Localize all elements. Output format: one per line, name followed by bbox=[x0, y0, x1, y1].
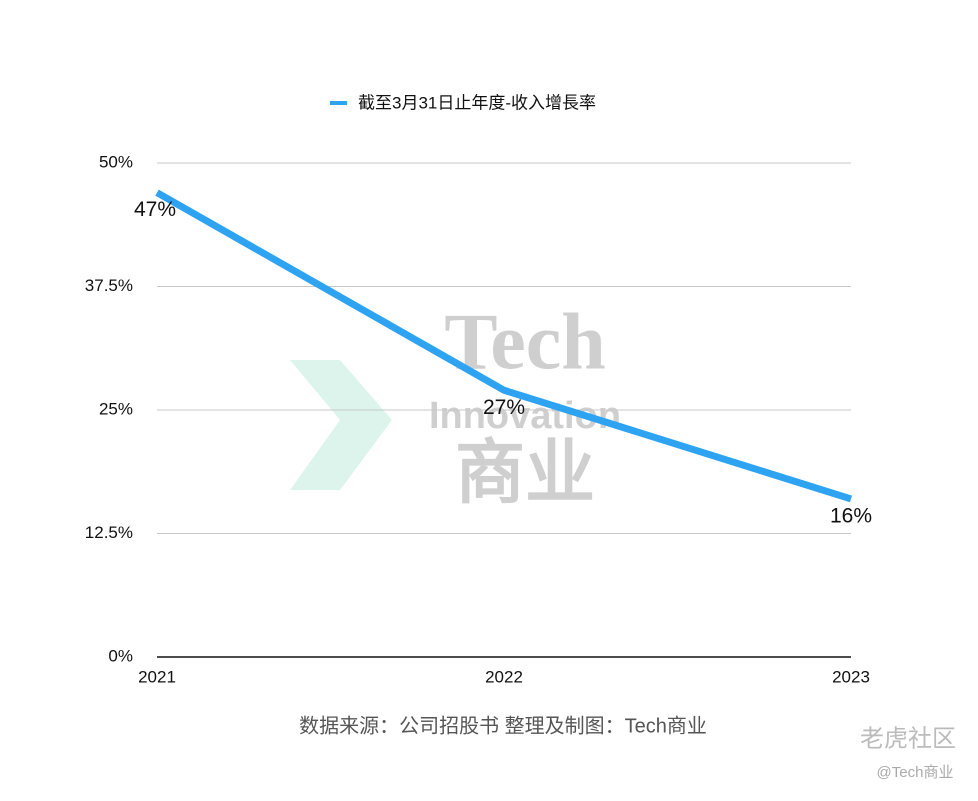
site-watermark: 老虎社区 bbox=[860, 725, 956, 752]
data-label: 47% bbox=[134, 198, 176, 221]
y-tick-label: 0% bbox=[108, 646, 133, 665]
data-label: 16% bbox=[830, 504, 872, 527]
x-tick-label: 2021 bbox=[138, 667, 176, 686]
y-tick-label: 12.5% bbox=[85, 523, 133, 542]
author-watermark: @Tech商业 bbox=[877, 764, 954, 781]
x-tick-label: 2022 bbox=[485, 667, 523, 686]
data-label: 27% bbox=[483, 396, 525, 419]
source-note: 数据来源：公司招股书 整理及制图：Tech商业 bbox=[299, 714, 707, 737]
data-line bbox=[155, 189, 853, 503]
watermark-text: 商业 bbox=[455, 433, 595, 511]
legend-label: 截至3月31日止年度-收入增長率 bbox=[358, 93, 596, 112]
y-tick-label: 50% bbox=[99, 152, 133, 171]
y-tick-label: 37.5% bbox=[85, 276, 133, 295]
y-tick-label: 25% bbox=[99, 399, 133, 418]
watermark: Tech Innovation 商业 bbox=[290, 298, 621, 511]
watermark-logo bbox=[290, 360, 392, 490]
x-tick-label: 2023 bbox=[832, 667, 870, 686]
